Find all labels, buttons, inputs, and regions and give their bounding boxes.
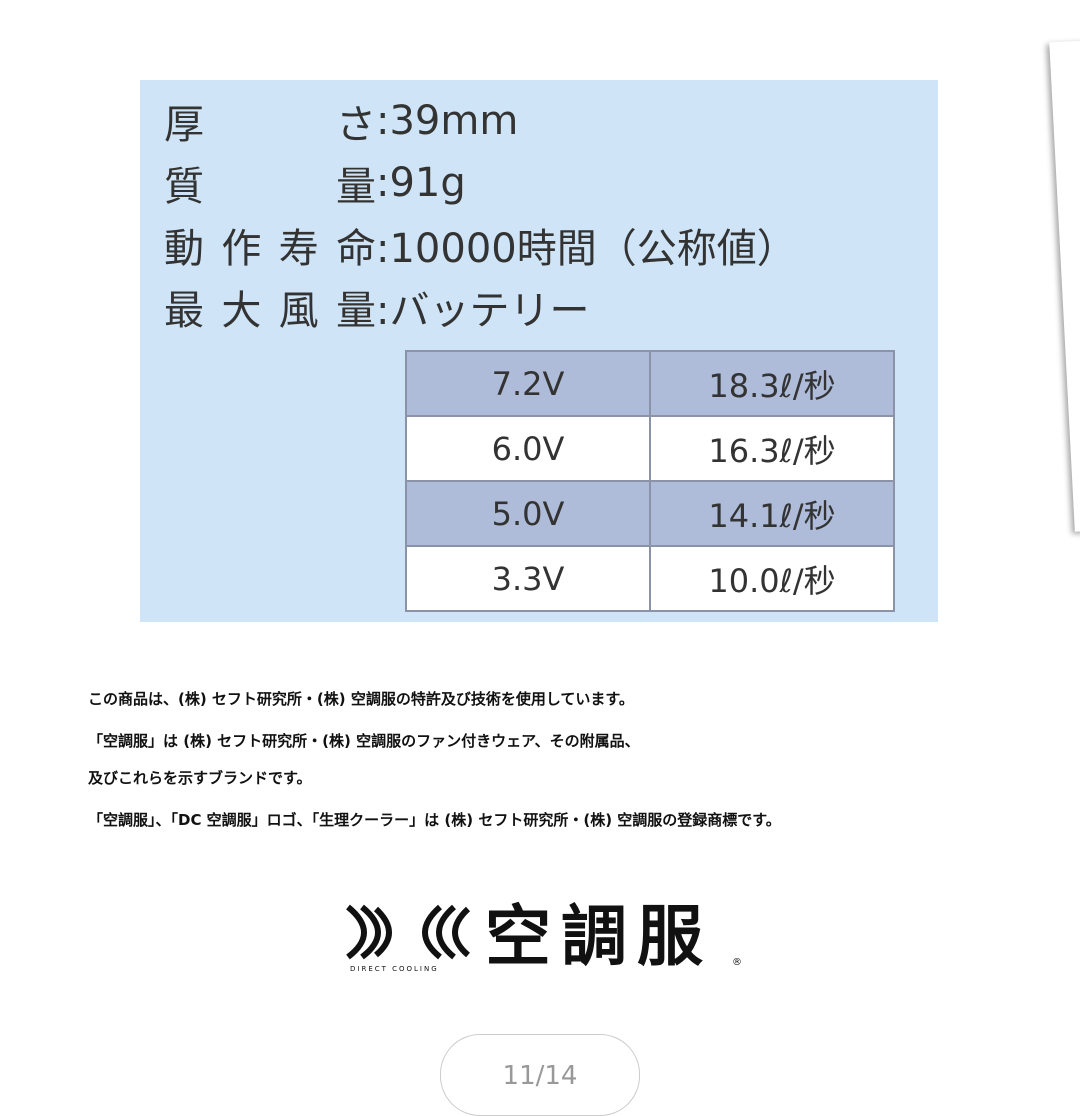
table-cell: 3.3V xyxy=(405,545,651,612)
next-image-edge[interactable] xyxy=(1049,38,1080,532)
spec-value: :バッテリー xyxy=(376,288,590,334)
table-row: 7.2V 18.3ℓ/秒 xyxy=(405,350,895,417)
note-line: この商品は、(株) セフト研究所・(株) 空調服の特許及び技術を使用しています。 xyxy=(88,690,634,708)
table-cell: 7.2V xyxy=(405,350,651,417)
logo-mark: ® xyxy=(732,957,742,968)
spec-row: 厚さ:39mm xyxy=(164,90,518,152)
table-row: 5.0V 14.1ℓ/秒 xyxy=(405,480,895,547)
spec-value: :39mm xyxy=(376,98,519,144)
table-row: 3.3V 10.0ℓ/秒 xyxy=(405,545,895,612)
note-line: 「空調服」は (株) セフト研究所・(株) 空調服のファン付きウェア、その附属品… xyxy=(88,732,640,750)
spec-row: 動作寿命:10000時間（公称値） xyxy=(164,214,797,276)
spec-value: :10000時間（公称値） xyxy=(376,226,797,272)
table-cell: 6.0V xyxy=(405,415,651,482)
pager[interactable]: 11/14 xyxy=(440,1034,640,1116)
table-row: 6.0V 16.3ℓ/秒 xyxy=(405,415,895,482)
table-cell: 10.0ℓ/秒 xyxy=(649,545,895,612)
logo-text: 空調服 xyxy=(485,898,713,975)
spec-label: 動作寿命 xyxy=(164,226,376,272)
spec-row: 最大風量:バッテリー xyxy=(164,276,589,338)
logo-subtext: DIRECT COOLING xyxy=(350,965,439,973)
spec-label: 最大風量 xyxy=(164,288,376,334)
airflow-table: 7.2V 18.3ℓ/秒 6.0V 16.3ℓ/秒 5.0V 14.1ℓ/秒 3.3V 10.… xyxy=(405,350,895,612)
pager-text: 11/14 xyxy=(502,1061,578,1091)
logo: 空調服 ® DIRECT COOLING xyxy=(346,898,742,975)
spec-row: 質量:91g xyxy=(164,152,466,214)
page: 厚さ:39mm 質量:91g 動作寿命:10000時間（公称値） 最大風量:バッテリー… xyxy=(88,38,1080,1116)
note-line: 「空調服」、「DC 空調服」ロゴ、「生理クーラー」は (株) セフト研究所・(株… xyxy=(88,811,781,829)
table-cell: 5.0V xyxy=(405,480,651,547)
table-cell: 16.3ℓ/秒 xyxy=(649,415,895,482)
spec-value: :91g xyxy=(376,160,466,206)
spec-panel: 厚さ:39mm 質量:91g 動作寿命:10000時間（公称値） 最大風量:バッテリー… xyxy=(140,80,938,622)
spec-label: 質量 xyxy=(164,164,376,210)
note-line: 及びこれらを示すブランドです。 xyxy=(88,769,312,787)
table-cell: 18.3ℓ/秒 xyxy=(649,350,895,417)
spec-label: 厚さ xyxy=(164,102,376,148)
table-cell: 14.1ℓ/秒 xyxy=(649,480,895,547)
